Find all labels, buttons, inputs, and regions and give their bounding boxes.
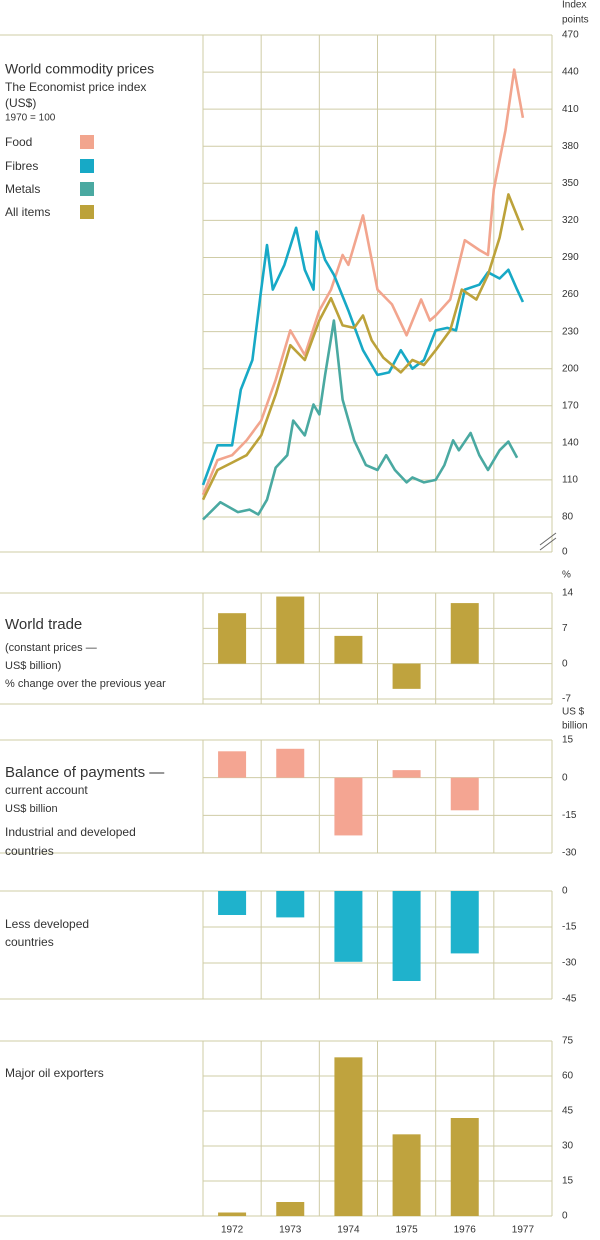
y-tick-label: 7 (562, 623, 568, 634)
y-tick-label: 75 (562, 1036, 574, 1047)
y-tick-label: 320 (562, 215, 579, 226)
x-tick-label: 1975 (395, 1225, 418, 1236)
bar (392, 770, 421, 778)
x-tick-label: 1974 (337, 1225, 360, 1236)
y-tick-label: 470 (562, 30, 579, 41)
y-tick-label: 290 (562, 252, 579, 263)
bar (392, 663, 421, 689)
data-line (201, 193, 525, 501)
chart-subtitle: US$ billion) (5, 660, 61, 672)
y-tick-label: 45 (562, 1106, 574, 1117)
bar (450, 1118, 479, 1216)
y-tick-label: 0 (562, 547, 568, 558)
x-tick-label: 1973 (279, 1225, 302, 1236)
bar (334, 635, 363, 664)
y-tick-label: 0 (562, 886, 568, 897)
chart-title: World trade (5, 616, 82, 633)
chart-title: Balance of payments — (5, 764, 164, 781)
y-tick-label: 170 (562, 400, 579, 411)
legend-swatch (80, 159, 94, 173)
chart-title: Major oil exporters (5, 1066, 104, 1080)
y-tick-label: -30 (562, 958, 577, 969)
chart-subtitle: % change over the previous year (5, 678, 166, 690)
y-tick-label: -45 (562, 994, 577, 1005)
x-tick-label: 1972 (221, 1225, 244, 1236)
bar (392, 891, 421, 981)
bar (334, 891, 363, 962)
bar (334, 1057, 363, 1216)
y-tick-label: 260 (562, 289, 579, 300)
chart-subtitle: The Economist price index (5, 80, 146, 94)
axis-unit: billion (562, 721, 588, 732)
y-tick-label: 140 (562, 437, 579, 448)
chart-subtitle: current account (5, 783, 88, 797)
chart-subtitle: (US$) (5, 96, 36, 110)
bar (450, 777, 479, 811)
legend-swatch (80, 135, 94, 149)
y-tick-label: 0 (562, 1211, 568, 1222)
axis-unit: Index (562, 0, 586, 11)
legend-label: Metals (5, 182, 40, 196)
chart-subtitle: US$ billion (5, 803, 58, 815)
chart-subtitle: Industrial and developed (5, 825, 136, 839)
bar (450, 891, 479, 954)
data-line (202, 319, 519, 521)
axis-break (539, 532, 557, 546)
bar (276, 748, 305, 778)
bar (450, 603, 479, 664)
y-tick-label: 200 (562, 363, 579, 374)
x-tick-label: 1976 (454, 1225, 477, 1236)
bar (218, 751, 247, 778)
bar (334, 777, 363, 836)
x-tick-label: 1977 (512, 1225, 535, 1236)
legend-label: All items (5, 205, 50, 219)
legend-swatch (80, 205, 94, 219)
bar (218, 613, 247, 664)
y-tick-label: 0 (562, 658, 568, 669)
bar (218, 1212, 247, 1216)
axis-unit: US $ (562, 707, 585, 718)
data-line (201, 68, 525, 496)
y-tick-label: 80 (562, 512, 574, 523)
data-line (201, 226, 525, 486)
axis-unit: points (562, 15, 589, 26)
y-tick-label: -15 (562, 810, 577, 821)
bar (276, 596, 305, 664)
bar (276, 1202, 305, 1216)
y-tick-label: 60 (562, 1071, 574, 1082)
y-tick-label: 15 (562, 1176, 574, 1187)
y-tick-label: 14 (562, 588, 574, 599)
y-tick-label: 15 (562, 735, 574, 746)
chart-subtitle: countries (5, 844, 54, 858)
y-tick-label: 350 (562, 178, 579, 189)
y-tick-label: 440 (562, 67, 579, 78)
y-tick-label: -7 (562, 694, 571, 705)
chart-subtitle: (constant prices — (5, 642, 97, 654)
bar (392, 1134, 421, 1216)
bar (276, 891, 305, 918)
chart-title: Less developed (5, 917, 89, 931)
axis-break (539, 537, 557, 551)
y-tick-label: 30 (562, 1141, 574, 1152)
y-tick-label: 410 (562, 104, 579, 115)
chart-subtitle: 1970 = 100 (5, 113, 56, 124)
y-tick-label: 380 (562, 141, 579, 152)
y-tick-label: -30 (562, 848, 577, 859)
chart-title: World commodity prices (5, 61, 154, 77)
y-tick-label: 0 (562, 772, 568, 783)
y-tick-label: 230 (562, 326, 579, 337)
bar (218, 891, 247, 915)
y-tick-label: 110 (562, 475, 578, 486)
chart-subtitle: countries (5, 935, 54, 949)
y-tick-label: -15 (562, 922, 577, 933)
axis-unit: % (562, 570, 571, 581)
legend-label: Food (5, 135, 32, 149)
legend-label: Fibres (5, 159, 38, 173)
legend-swatch (80, 182, 94, 196)
